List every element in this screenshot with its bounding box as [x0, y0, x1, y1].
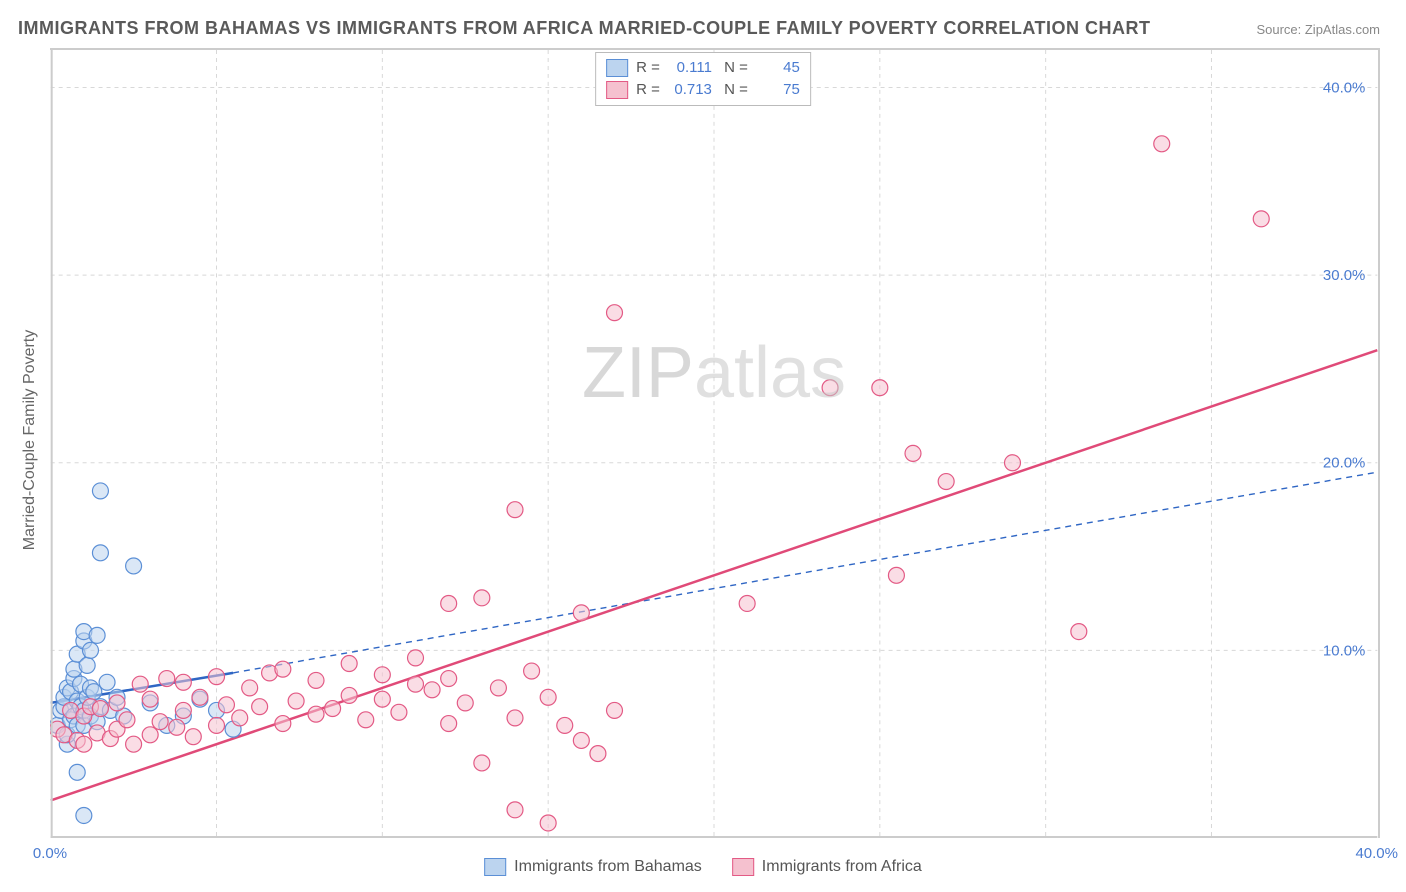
swatch-icon: [484, 858, 506, 876]
swatch-icon: [732, 858, 754, 876]
n-label: N =: [720, 57, 748, 79]
swatch-africa: [606, 81, 628, 99]
r-value-africa: 0.713: [668, 79, 712, 101]
r-label: R =: [636, 57, 660, 79]
x-tick-max: 40.0%: [1355, 845, 1398, 862]
r-value-bahamas: 0.111: [668, 57, 712, 79]
chart-title: IMMIGRANTS FROM BAHAMAS VS IMMIGRANTS FR…: [18, 18, 1151, 39]
legend-item-africa: Immigrants from Africa: [732, 858, 922, 876]
svg-text:40.0%: 40.0%: [1323, 80, 1365, 97]
n-value-bahamas: 45: [756, 57, 800, 79]
legend-row-bahamas: R = 0.111 N = 45: [606, 57, 800, 79]
series-legend: Immigrants from Bahamas Immigrants from …: [484, 858, 922, 876]
legend-row-africa: R = 0.713 N = 75: [606, 79, 800, 101]
svg-text:10.0%: 10.0%: [1323, 642, 1365, 659]
svg-text:30.0%: 30.0%: [1323, 267, 1365, 284]
correlation-legend: R = 0.111 N = 45 R = 0.713 N = 75: [595, 52, 811, 106]
y-axis-label: Married-Couple Family Poverty: [21, 330, 39, 551]
svg-text:20.0%: 20.0%: [1323, 455, 1365, 472]
n-value-africa: 75: [756, 79, 800, 101]
swatch-bahamas: [606, 59, 628, 77]
legend-item-bahamas: Immigrants from Bahamas: [484, 858, 702, 876]
legend-label-africa: Immigrants from Africa: [762, 858, 922, 876]
x-tick-min: 0.0%: [33, 845, 67, 862]
r-label: R =: [636, 79, 660, 101]
chart-area: 10.0%20.0%30.0%40.0% ZIPatlas 0.0% 40.0%: [50, 48, 1380, 838]
scatter-plot: 10.0% 20.0% 30.0% 40.0%: [50, 50, 1378, 838]
n-label: N =: [720, 79, 748, 101]
legend-label-bahamas: Immigrants from Bahamas: [514, 858, 702, 876]
source-label: Source: ZipAtlas.com: [1256, 22, 1380, 37]
